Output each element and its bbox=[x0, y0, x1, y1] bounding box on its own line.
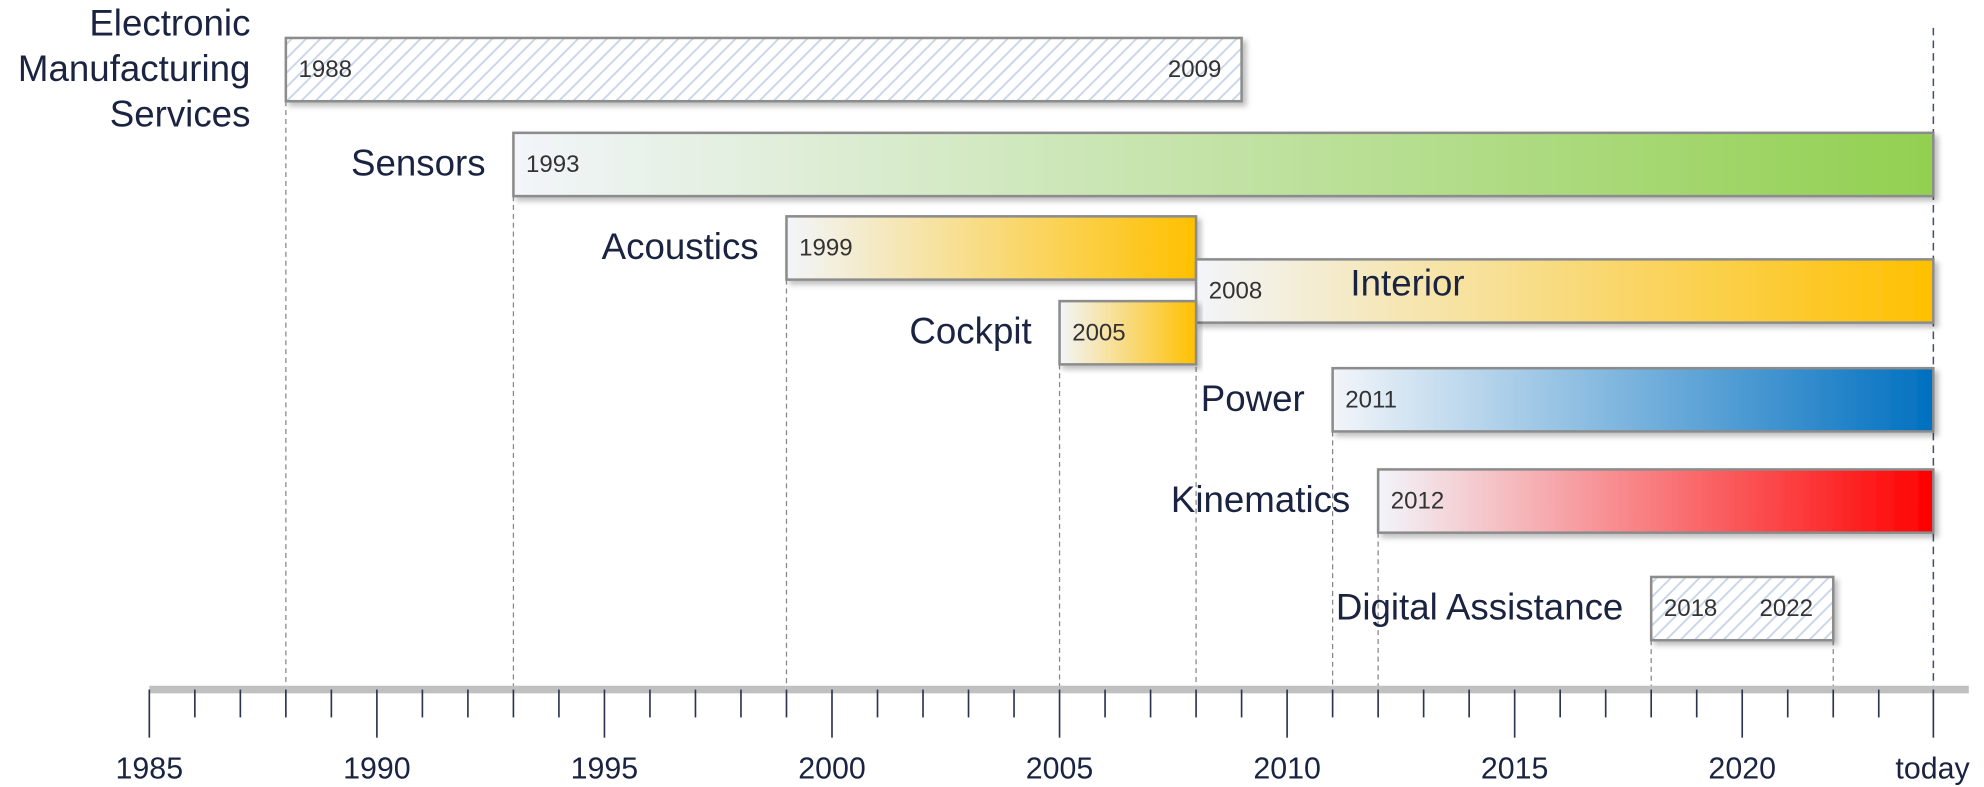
bar-name: Interior bbox=[1350, 263, 1464, 304]
bar bbox=[1058, 299, 1198, 366]
bar bbox=[1331, 366, 1935, 433]
start-label: 1999 bbox=[799, 235, 852, 262]
bar-name: Digital Assistance bbox=[1336, 587, 1624, 628]
bar-name-line: Manufacturing bbox=[18, 48, 251, 89]
bar bbox=[512, 131, 1935, 198]
end-label: 2022 bbox=[1760, 595, 1813, 622]
x-tick-label: 2010 bbox=[1253, 753, 1321, 786]
start-label: 2005 bbox=[1072, 319, 1125, 346]
bar bbox=[785, 215, 1198, 281]
bar bbox=[284, 36, 1243, 103]
end-label: 2009 bbox=[1168, 56, 1221, 83]
x-tick-label: 1985 bbox=[116, 753, 184, 786]
bar-name: Electronic Manufacturing Services bbox=[18, 2, 251, 134]
x-tick-label: 2000 bbox=[798, 753, 866, 786]
bar bbox=[1376, 468, 1935, 534]
bar-name-line: Electronic bbox=[89, 2, 250, 43]
x-tick-label: 1990 bbox=[343, 753, 411, 786]
x-tick-label: 2015 bbox=[1481, 753, 1549, 786]
bar-name: Sensors bbox=[351, 142, 486, 183]
bar bbox=[1649, 575, 1835, 642]
start-label: 2018 bbox=[1664, 595, 1717, 622]
start-label: 2011 bbox=[1345, 386, 1397, 413]
start-label: 1993 bbox=[526, 151, 579, 178]
bar bbox=[1194, 258, 1935, 324]
x-tick-label: today bbox=[1895, 753, 1970, 786]
bar-name: Acoustics bbox=[602, 226, 759, 267]
bar-name: Cockpit bbox=[909, 311, 1031, 352]
start-label: 2008 bbox=[1209, 278, 1262, 305]
x-tick-label: 1995 bbox=[571, 753, 639, 786]
bar-name: Kinematics bbox=[1171, 479, 1350, 520]
start-label: 1988 bbox=[299, 56, 352, 83]
x-tick-label: 2020 bbox=[1708, 753, 1776, 786]
bar-name-line: Services bbox=[110, 93, 251, 134]
bar-name: Power bbox=[1201, 378, 1305, 419]
x-tick-label: 2005 bbox=[1026, 753, 1094, 786]
start-label: 2012 bbox=[1391, 488, 1444, 515]
